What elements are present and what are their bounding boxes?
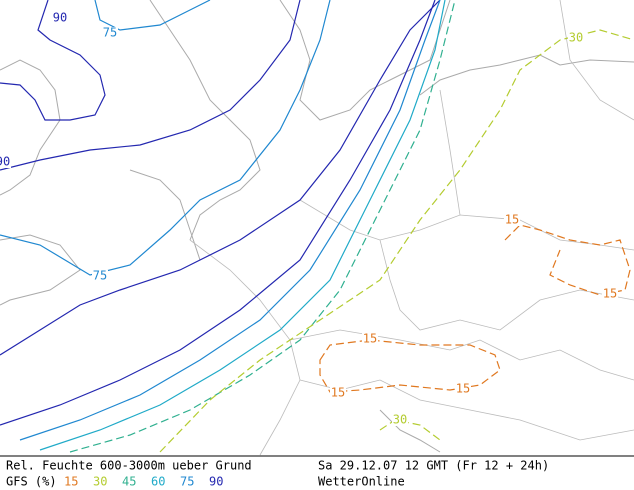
label-bg bbox=[52, 12, 68, 24]
footer-date: Sa 29.12.07 12 GMT (Fr 12 + 24h) bbox=[318, 459, 549, 473]
coastlines bbox=[0, 0, 634, 453]
contour-labels: 90 75 90 75 30 15 15 15 15 15 30 bbox=[0, 11, 618, 427]
contour-line bbox=[94, 0, 211, 31]
label-bg bbox=[0, 156, 11, 168]
label-bg bbox=[504, 214, 520, 226]
contour-line bbox=[0, 0, 331, 276]
map-area bbox=[0, 0, 634, 456]
contour-label: 15 bbox=[331, 386, 345, 400]
contour-label: 30 bbox=[393, 413, 407, 427]
contour-line bbox=[504, 224, 631, 296]
contour-line bbox=[0, 0, 441, 356]
contour-label: 15 bbox=[505, 213, 519, 227]
footer-source: WetterOnline bbox=[318, 475, 405, 489]
contour-label: 15 bbox=[456, 382, 470, 396]
legend-level: 60 bbox=[151, 475, 165, 489]
label-bg bbox=[102, 27, 118, 39]
label-bg bbox=[568, 32, 584, 44]
legend-level: 75 bbox=[180, 475, 194, 489]
contour-label: 75 bbox=[93, 269, 107, 283]
legend-level: 45 bbox=[122, 475, 136, 489]
contour-label: 90 bbox=[53, 11, 67, 25]
contour-line bbox=[0, 0, 106, 121]
footer-title: Rel. Feuchte 600-3000m ueber Grund bbox=[6, 459, 252, 473]
contour-line bbox=[19, 0, 441, 441]
contour-line bbox=[159, 29, 634, 453]
label-bg bbox=[362, 333, 378, 345]
label-bg bbox=[602, 288, 618, 300]
contour-label: 15 bbox=[363, 332, 377, 346]
contour-label: 15 bbox=[603, 287, 617, 301]
legend-level: 30 bbox=[93, 475, 107, 489]
legend-level: 15 bbox=[64, 475, 78, 489]
label-bg bbox=[92, 270, 108, 282]
contour-line bbox=[39, 0, 446, 451]
label-bg bbox=[455, 383, 471, 395]
contour-label: 90 bbox=[0, 155, 10, 169]
contour-label: 30 bbox=[569, 31, 583, 45]
contour-line bbox=[69, 0, 456, 453]
label-bg bbox=[330, 387, 346, 399]
footer-model: GFS (%) bbox=[6, 475, 57, 489]
label-bg bbox=[392, 414, 408, 426]
contour-line bbox=[0, 0, 436, 426]
contour-label: 75 bbox=[103, 26, 117, 40]
legend-level: 90 bbox=[209, 475, 223, 489]
contour-line bbox=[0, 0, 301, 171]
